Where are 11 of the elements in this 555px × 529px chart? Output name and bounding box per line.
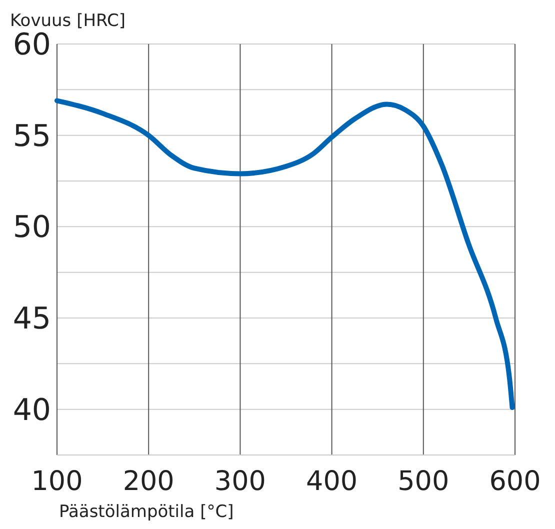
x-tick-label: 300 <box>214 466 266 497</box>
x-tick-label: 200 <box>122 466 174 497</box>
x-axis-title: Päästölämpötila [°C] <box>59 502 234 522</box>
y-tick-label: 40 <box>12 392 51 428</box>
x-tick-label: 400 <box>306 466 358 497</box>
x-tick-label: 600 <box>489 466 541 497</box>
x-tick-label: 100 <box>31 466 83 497</box>
y-tick-label: 50 <box>12 210 51 246</box>
y-tick-label: 55 <box>12 118 51 154</box>
y-tick-label: 45 <box>12 302 51 336</box>
x-tick-label: 500 <box>398 466 450 497</box>
